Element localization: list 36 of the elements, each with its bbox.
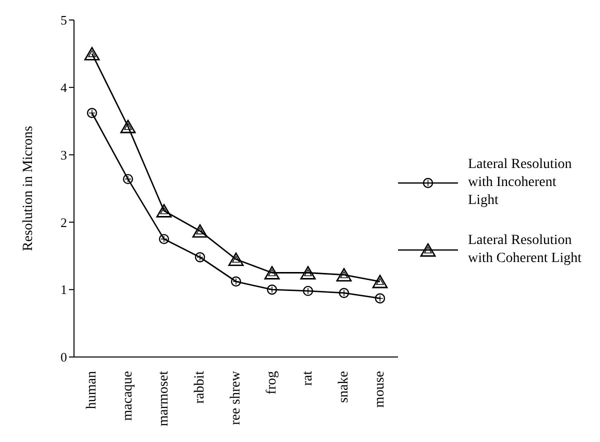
legend-label: Lateral Resolution with Coherent Light [468, 232, 583, 268]
point [230, 276, 242, 287]
x-tick-label: rabbit [192, 370, 208, 404]
legend-label: Lateral Resolution with Incoherent Light [468, 156, 573, 210]
point [194, 252, 206, 262]
point [300, 266, 316, 280]
point [192, 224, 208, 238]
x-tick-label: snake [336, 371, 352, 403]
point [302, 286, 314, 296]
point [266, 284, 278, 295]
y-tick-label: 0 [60, 350, 67, 365]
x-tick-label: marmoset [156, 370, 172, 426]
point [84, 47, 100, 60]
y-tick-label: 4 [60, 80, 68, 96]
point [120, 120, 136, 134]
point [372, 274, 388, 288]
y-tick-label: 5 [60, 12, 67, 28]
x-tick-label: frog [264, 371, 280, 394]
x-tick-label: mouse [372, 371, 388, 408]
point [336, 268, 352, 282]
point [338, 288, 350, 298]
x-tick-label: rat [300, 370, 316, 386]
point [158, 234, 170, 244]
point [86, 108, 98, 118]
point [228, 252, 244, 266]
y-tick-label: 3 [60, 147, 67, 162]
y-tick-label: 1 [60, 282, 67, 298]
x-tick-label: ree shrew [228, 370, 244, 426]
point [122, 174, 134, 184]
x-tick-label: macaque [120, 371, 136, 421]
x-tick-label: human [84, 371, 100, 410]
point [374, 293, 386, 304]
y-tick-label: 2 [60, 214, 67, 230]
point [156, 204, 172, 218]
y-axis-title: Resolution in Microns [20, 126, 36, 252]
point [264, 266, 280, 280]
